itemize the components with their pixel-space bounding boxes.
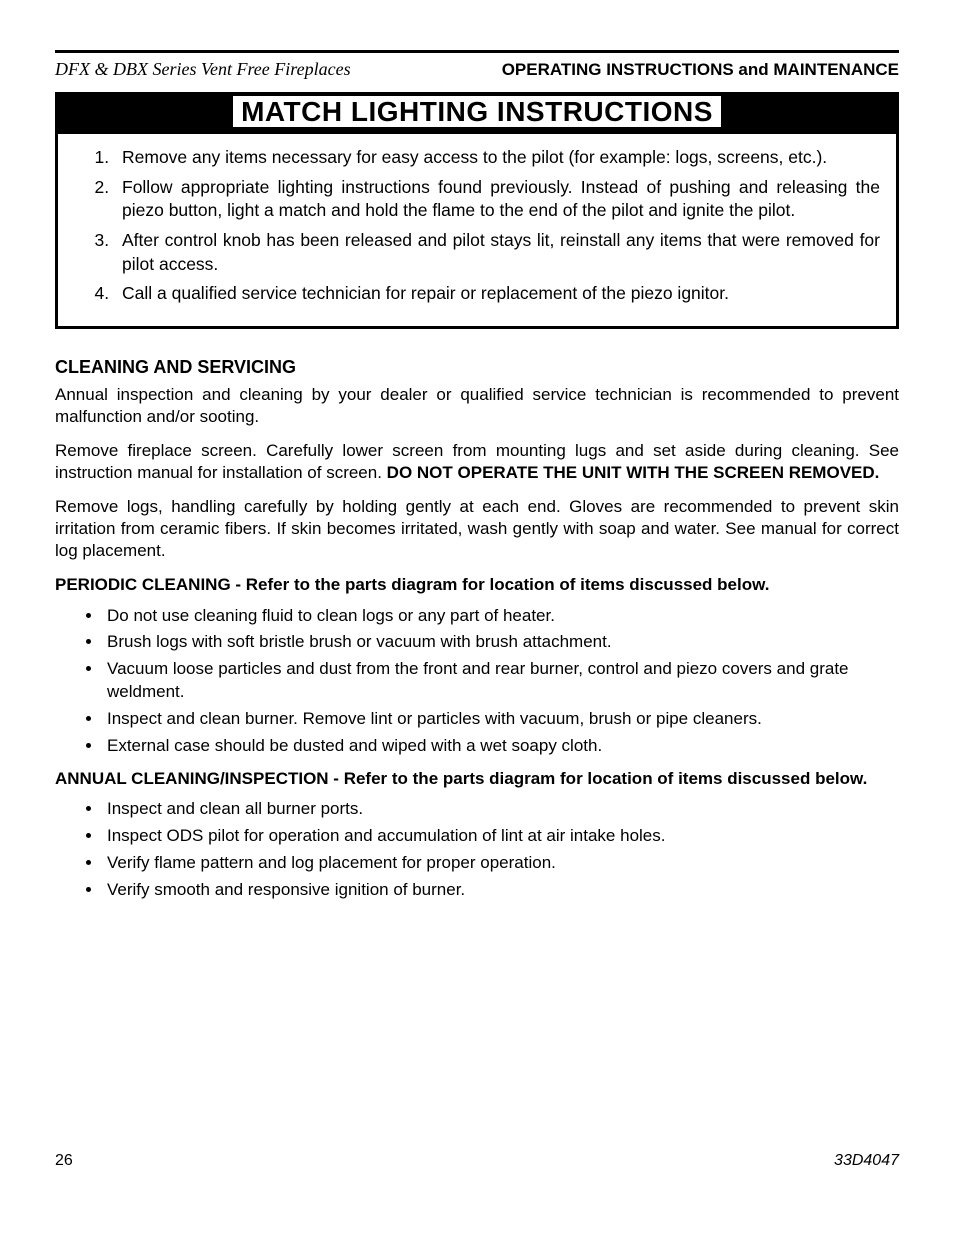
header-left: DFX & DBX Series Vent Free Fireplaces	[55, 59, 351, 80]
match-instructions-box: Remove any items necessary for easy acce…	[55, 134, 899, 329]
footer: 26 33D4047	[55, 1152, 899, 1170]
doc-number: 33D4047	[834, 1152, 899, 1170]
annual-heading: ANNUAL CLEANING/INSPECTION - Refer to th…	[55, 768, 899, 790]
list-item: Remove any items necessary for easy acce…	[114, 146, 880, 170]
banner-title: MATCH LIGHTING INSTRUCTIONS	[55, 92, 899, 134]
cleaning-para-1: Annual inspection and cleaning by your d…	[55, 384, 899, 428]
cleaning-para-2-bold: DO NOT OPERATE THE UNIT WITH THE SCREEN …	[387, 463, 880, 482]
cleaning-para-2: Remove fireplace screen. Carefully lower…	[55, 440, 899, 484]
list-item: Inspect and clean burner. Remove lint or…	[103, 708, 899, 731]
periodic-list: Do not use cleaning fluid to clean logs …	[55, 605, 899, 759]
list-item: Inspect and clean all burner ports.	[103, 798, 899, 821]
cleaning-para-3: Remove logs, handling carefully by holdi…	[55, 496, 899, 562]
match-instructions-list: Remove any items necessary for easy acce…	[74, 146, 880, 306]
list-item: Call a qualified service technician for …	[114, 282, 880, 306]
list-item: After control knob has been released and…	[114, 229, 880, 276]
header-right: OPERATING INSTRUCTIONS and MAINTENANCE	[502, 60, 899, 80]
cleaning-heading: CLEANING AND SERVICING	[55, 357, 899, 378]
header-row: DFX & DBX Series Vent Free Fireplaces OP…	[55, 59, 899, 80]
list-item: Do not use cleaning fluid to clean logs …	[103, 605, 899, 628]
banner-text: MATCH LIGHTING INSTRUCTIONS	[233, 96, 721, 127]
list-item: Brush logs with soft bristle brush or va…	[103, 631, 899, 654]
list-item: External case should be dusted and wiped…	[103, 735, 899, 758]
list-item: Follow appropriate lighting instructions…	[114, 176, 880, 223]
page-number: 26	[55, 1152, 73, 1170]
list-item: Verify smooth and responsive ignition of…	[103, 879, 899, 902]
annual-list: Inspect and clean all burner ports. Insp…	[55, 798, 899, 902]
list-item: Vacuum loose particles and dust from the…	[103, 658, 899, 704]
list-item: Inspect ODS pilot for operation and accu…	[103, 825, 899, 848]
periodic-heading: PERIODIC CLEANING - Refer to the parts d…	[55, 574, 899, 596]
header-rule	[55, 50, 899, 53]
list-item: Verify flame pattern and log placement f…	[103, 852, 899, 875]
